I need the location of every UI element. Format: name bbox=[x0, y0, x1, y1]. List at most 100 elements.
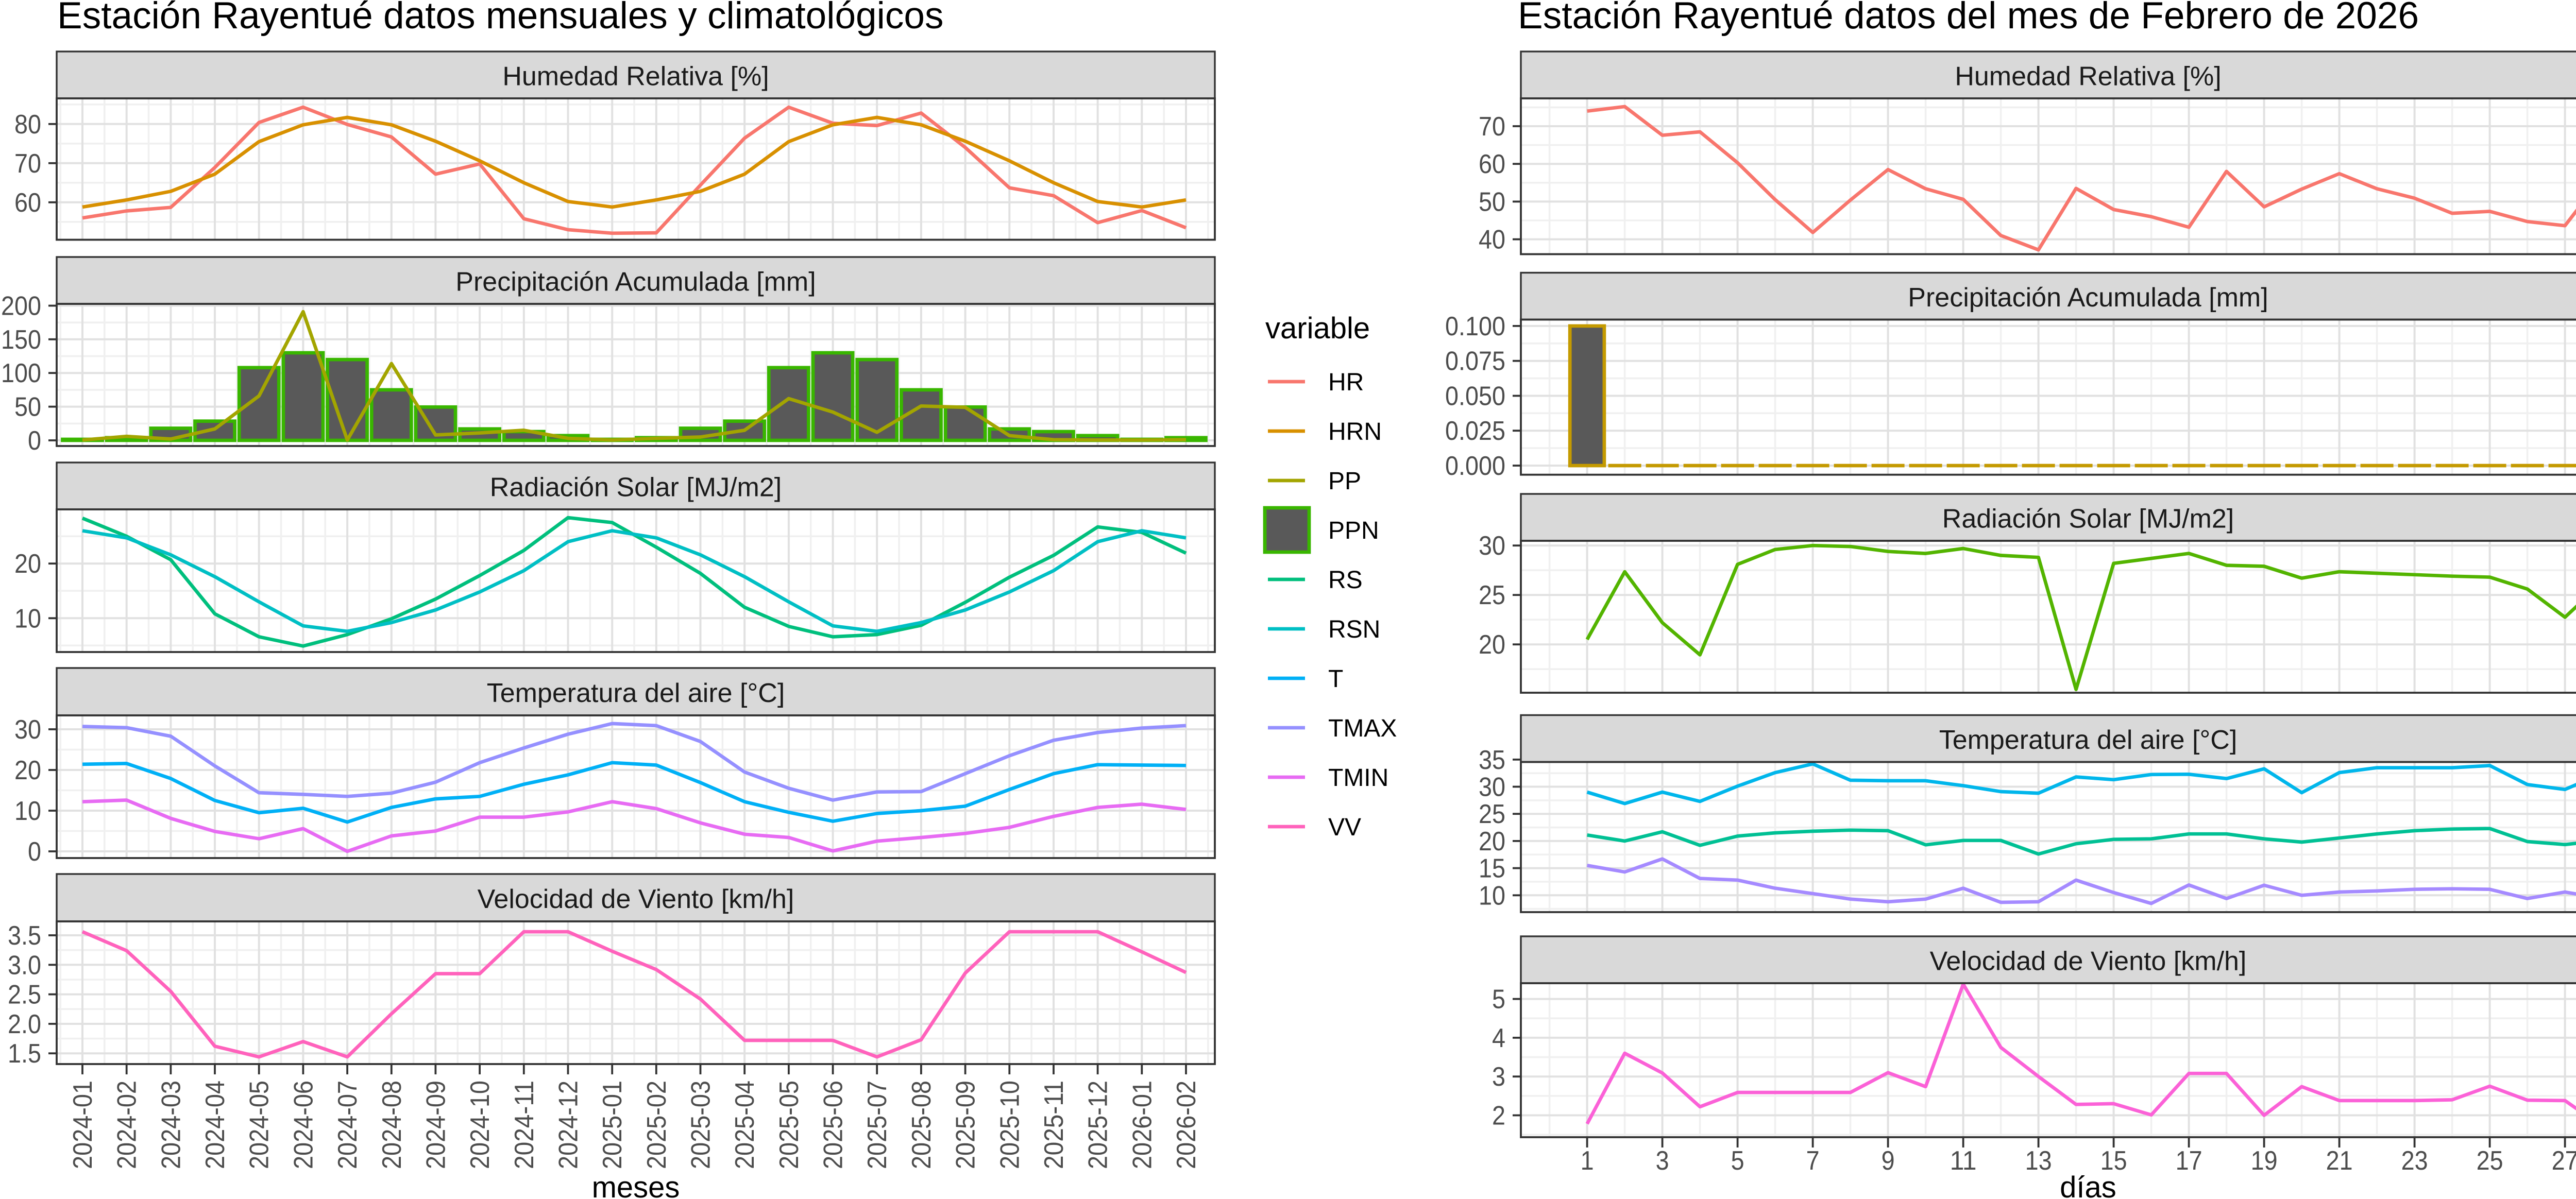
svg-text:2025-03: 2025-03 bbox=[686, 1081, 716, 1169]
svg-text:0: 0 bbox=[28, 837, 41, 867]
svg-text:Velocidad de Viento [km/h]: Velocidad de Viento [km/h] bbox=[1930, 947, 2247, 977]
svg-text:5: 5 bbox=[1731, 1146, 1744, 1176]
svg-text:RS: RS bbox=[1328, 567, 1363, 594]
svg-text:10: 10 bbox=[14, 796, 41, 826]
svg-text:27: 27 bbox=[2552, 1146, 2576, 1176]
svg-text:Radiación Solar [MJ/m2]: Radiación Solar [MJ/m2] bbox=[490, 473, 782, 503]
svg-text:2025-09: 2025-09 bbox=[951, 1081, 981, 1169]
svg-text:30: 30 bbox=[1479, 531, 1505, 561]
svg-text:2025-10: 2025-10 bbox=[995, 1081, 1025, 1169]
svg-text:Estación Rayentué datos del me: Estación Rayentué datos del mes de Febre… bbox=[1518, 0, 2419, 37]
svg-text:días: días bbox=[2060, 1171, 2116, 1199]
svg-text:19: 19 bbox=[2251, 1146, 2278, 1176]
svg-text:11: 11 bbox=[1950, 1146, 1977, 1176]
svg-text:3.0: 3.0 bbox=[8, 950, 41, 980]
svg-text:0.025: 0.025 bbox=[1445, 416, 1505, 446]
svg-text:2026-01: 2026-01 bbox=[1127, 1081, 1157, 1169]
svg-text:variable: variable bbox=[1265, 312, 1370, 345]
svg-text:20: 20 bbox=[1479, 630, 1505, 660]
svg-text:Humedad Relativa [%]: Humedad Relativa [%] bbox=[1955, 62, 2221, 92]
svg-text:2024-10: 2024-10 bbox=[465, 1081, 495, 1169]
svg-text:70: 70 bbox=[1479, 112, 1505, 142]
svg-text:Temperatura del aire [°C]: Temperatura del aire [°C] bbox=[487, 678, 785, 708]
svg-text:100: 100 bbox=[1, 358, 41, 388]
svg-text:25: 25 bbox=[1479, 799, 1505, 829]
svg-text:3: 3 bbox=[1656, 1146, 1669, 1176]
svg-text:30: 30 bbox=[14, 715, 41, 745]
svg-text:4: 4 bbox=[1492, 1023, 1505, 1053]
svg-text:0.000: 0.000 bbox=[1445, 451, 1505, 481]
svg-text:80: 80 bbox=[14, 110, 41, 140]
svg-text:2024-08: 2024-08 bbox=[377, 1081, 407, 1169]
svg-text:Precipitación Acumulada [mm]: Precipitación Acumulada [mm] bbox=[1908, 283, 2268, 313]
svg-text:60: 60 bbox=[14, 188, 41, 218]
svg-text:1: 1 bbox=[1581, 1146, 1594, 1176]
svg-text:meses: meses bbox=[592, 1171, 680, 1199]
svg-text:PP: PP bbox=[1328, 468, 1361, 495]
svg-text:2025-08: 2025-08 bbox=[907, 1081, 937, 1169]
svg-text:HR: HR bbox=[1328, 369, 1364, 396]
svg-text:TMAX: TMAX bbox=[1328, 715, 1397, 742]
svg-text:2: 2 bbox=[1492, 1101, 1505, 1131]
svg-text:7: 7 bbox=[1806, 1146, 1820, 1176]
svg-text:2024-05: 2024-05 bbox=[245, 1081, 275, 1169]
svg-text:2024-01: 2024-01 bbox=[68, 1081, 98, 1169]
svg-text:T: T bbox=[1328, 665, 1343, 693]
svg-text:2024-04: 2024-04 bbox=[200, 1081, 230, 1169]
svg-text:70: 70 bbox=[14, 149, 41, 179]
svg-text:1.5: 1.5 bbox=[8, 1039, 41, 1069]
svg-text:23: 23 bbox=[2401, 1146, 2428, 1176]
svg-text:60: 60 bbox=[1479, 149, 1505, 179]
svg-text:3: 3 bbox=[1492, 1062, 1505, 1092]
svg-text:10: 10 bbox=[1479, 881, 1505, 911]
svg-text:3.5: 3.5 bbox=[8, 921, 41, 951]
svg-text:20: 20 bbox=[1479, 827, 1505, 857]
svg-text:2025-11: 2025-11 bbox=[1039, 1081, 1069, 1169]
svg-text:10: 10 bbox=[14, 604, 41, 633]
svg-text:Radiación Solar [MJ/m2]: Radiación Solar [MJ/m2] bbox=[1942, 504, 2234, 534]
svg-text:25: 25 bbox=[2477, 1146, 2503, 1176]
svg-text:2025-06: 2025-06 bbox=[819, 1081, 849, 1169]
svg-text:HRN: HRN bbox=[1328, 418, 1382, 446]
svg-text:25: 25 bbox=[1479, 580, 1505, 610]
svg-text:2024-06: 2024-06 bbox=[289, 1081, 318, 1169]
svg-text:17: 17 bbox=[2176, 1146, 2202, 1176]
svg-text:Velocidad de Viento [km/h]: Velocidad de Viento [km/h] bbox=[478, 884, 794, 914]
svg-text:RSN: RSN bbox=[1328, 616, 1380, 643]
svg-text:9: 9 bbox=[1882, 1146, 1895, 1176]
svg-text:200: 200 bbox=[1, 292, 41, 321]
svg-text:20: 20 bbox=[14, 756, 41, 785]
svg-text:2024-03: 2024-03 bbox=[156, 1081, 186, 1169]
svg-text:Estación Rayentué datos mensua: Estación Rayentué datos mensuales y clim… bbox=[57, 0, 943, 37]
svg-text:150: 150 bbox=[1, 325, 41, 355]
svg-text:21: 21 bbox=[2326, 1146, 2353, 1176]
svg-text:0.050: 0.050 bbox=[1445, 382, 1505, 412]
svg-text:13: 13 bbox=[2025, 1146, 2052, 1176]
svg-text:Temperatura del aire [°C]: Temperatura del aire [°C] bbox=[1939, 725, 2238, 755]
svg-text:0.100: 0.100 bbox=[1445, 312, 1505, 341]
svg-text:0: 0 bbox=[28, 426, 41, 456]
svg-text:2.5: 2.5 bbox=[8, 980, 41, 1010]
svg-text:2024-09: 2024-09 bbox=[421, 1081, 451, 1169]
svg-text:2.0: 2.0 bbox=[8, 1009, 41, 1039]
svg-text:20: 20 bbox=[14, 549, 41, 579]
svg-text:2024-07: 2024-07 bbox=[333, 1081, 363, 1169]
svg-text:2025-05: 2025-05 bbox=[774, 1081, 804, 1169]
svg-text:Humedad Relativa [%]: Humedad Relativa [%] bbox=[502, 62, 769, 92]
svg-text:0.075: 0.075 bbox=[1445, 347, 1505, 376]
svg-text:2025-02: 2025-02 bbox=[642, 1081, 672, 1169]
svg-text:50: 50 bbox=[14, 392, 41, 422]
svg-text:50: 50 bbox=[1479, 187, 1505, 217]
svg-text:15: 15 bbox=[2100, 1146, 2127, 1176]
svg-text:35: 35 bbox=[1479, 745, 1505, 775]
svg-text:2024-12: 2024-12 bbox=[554, 1081, 584, 1169]
svg-text:40: 40 bbox=[1479, 225, 1505, 255]
svg-text:30: 30 bbox=[1479, 773, 1505, 802]
svg-text:2024-11: 2024-11 bbox=[510, 1081, 539, 1169]
svg-text:2025-04: 2025-04 bbox=[730, 1081, 760, 1169]
svg-text:2025-12: 2025-12 bbox=[1083, 1081, 1113, 1169]
svg-text:2024-02: 2024-02 bbox=[112, 1081, 142, 1169]
svg-text:15: 15 bbox=[1479, 854, 1505, 884]
svg-text:2025-07: 2025-07 bbox=[862, 1081, 892, 1169]
svg-text:TMIN: TMIN bbox=[1328, 764, 1388, 792]
